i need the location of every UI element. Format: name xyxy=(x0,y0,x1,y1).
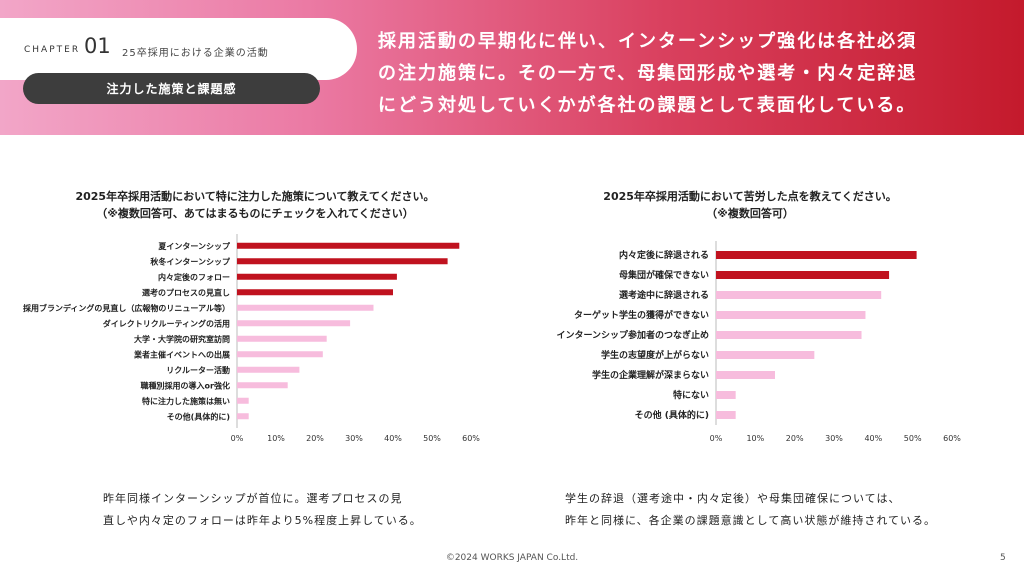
comment-line: 学生の辞退（選考途中・内々定後）や母集団確保については、 xyxy=(565,492,901,505)
bar xyxy=(237,258,448,265)
category-label: 夏インターンシップ xyxy=(157,241,231,251)
category-label: 選考のプロセスの見直し xyxy=(142,287,230,297)
chart-title-line: （※複数回答可、あてはまるものにチェックを入れてください） xyxy=(96,207,414,220)
chart-title-line: （※複数回答可） xyxy=(706,207,794,220)
left-comment: 昨年同様インターンシップが首位に。選考プロセスの見 直しや内々定のフォローは昨年… xyxy=(103,488,422,532)
chapter-label: CHAPTER xyxy=(24,45,81,55)
headline: 採用活動の早期化に伴い、インターンシップ強化は各社必須 の注力施策に。その一方で… xyxy=(378,26,998,122)
category-label: インターンシップ参加者のつなぎ止め xyxy=(556,329,709,341)
headline-line: にどう対処していくかが各社の課題として表面化している。 xyxy=(378,95,917,116)
x-tick-label: 50% xyxy=(904,434,922,443)
left-chart-title: 2025年卒採用活動において特に注力した施策について教えてください。 （※複数回… xyxy=(40,188,470,222)
bar xyxy=(716,271,890,279)
category-label: 学生の志望度が上がらない xyxy=(601,349,709,361)
bar xyxy=(237,335,327,342)
header-banner: CHAPTER 01 25卒採用における企業の活動 注力した施策と課題感 採用活… xyxy=(0,0,1024,135)
right-chart-title: 2025年卒採用活動において苦労した点を教えてください。 （※複数回答可） xyxy=(530,188,970,222)
topic-badge: 注力した施策と課題感 xyxy=(23,73,320,104)
comment-line: 昨年と同様に、各企業の課題意識として高い状態が維持されている。 xyxy=(565,514,937,527)
chart-title-line: 2025年卒採用活動において苦労した点を教えてください。 xyxy=(603,190,897,203)
category-label: 内々定後のフォロー xyxy=(158,272,230,282)
bar xyxy=(237,397,249,404)
bar xyxy=(716,391,736,399)
x-tick-label: 30% xyxy=(825,434,843,443)
headline-line: の注力施策に。その一方で、母集団形成や選考・内々定辞退 xyxy=(378,63,918,84)
bar xyxy=(716,251,917,259)
category-label: 内々定後に辞退される xyxy=(619,249,709,261)
chart-title-line: 2025年卒採用活動において特に注力した施策について教えてください。 xyxy=(75,190,435,203)
copyright: ©2024 WORKS JAPAN Co.Ltd. xyxy=(445,553,579,563)
chapter-pill xyxy=(0,18,357,80)
category-label: 選考途中に辞退される xyxy=(619,289,709,301)
bar xyxy=(716,411,736,419)
x-tick-label: 50% xyxy=(423,434,441,443)
bar xyxy=(716,331,862,339)
category-label: ダイレクトリクルーティングの活用 xyxy=(103,318,230,328)
category-label: その他 (具体的に) xyxy=(635,409,709,421)
bar xyxy=(237,273,397,280)
x-tick-label: 30% xyxy=(345,434,363,443)
bar xyxy=(237,382,288,389)
category-label: 業者主催イベントへの出展 xyxy=(133,349,230,359)
category-label: 特に注力した施策は無い xyxy=(142,396,230,406)
bar xyxy=(237,413,249,420)
x-tick-label: 0% xyxy=(710,434,723,443)
x-tick-label: 10% xyxy=(746,434,764,443)
category-label: 母集団が確保できない xyxy=(619,269,709,281)
category-label: 学生の企業理解が深まらない xyxy=(592,369,709,381)
category-label: ターゲット学生の獲得ができない xyxy=(574,309,709,321)
category-label: 採用ブランディングの見直し（広報物のリニューアル等） xyxy=(23,303,230,313)
bar xyxy=(237,289,393,296)
bar xyxy=(716,371,775,379)
x-tick-label: 60% xyxy=(462,434,480,443)
category-label: 秋冬インターンシップ xyxy=(149,256,231,266)
category-label: リクルーター活動 xyxy=(166,365,230,375)
comment-line: 直しや内々定のフォローは昨年より5%程度上昇している。 xyxy=(103,514,422,527)
x-tick-label: 40% xyxy=(864,434,882,443)
page-number: 5 xyxy=(1000,553,1006,563)
bar xyxy=(716,311,866,319)
headline-line: 採用活動の早期化に伴い、インターンシップ強化は各社必須 xyxy=(378,31,918,52)
category-label: 職種別採用の導入or強化 xyxy=(141,380,230,390)
bar xyxy=(237,366,300,373)
x-tick-label: 20% xyxy=(786,434,804,443)
bar xyxy=(237,320,351,327)
category-label: 特にない xyxy=(673,389,709,401)
chapter-title: 25卒採用における企業の活動 xyxy=(122,48,269,59)
category-label: その他(具体的に) xyxy=(167,411,230,421)
x-tick-label: 0% xyxy=(231,434,244,443)
x-tick-label: 60% xyxy=(943,434,961,443)
bar xyxy=(716,291,882,299)
bar xyxy=(716,351,815,359)
category-label: 大学・大学院の研究室訪問 xyxy=(134,334,230,344)
x-tick-label: 40% xyxy=(384,434,402,443)
bar xyxy=(237,304,374,311)
comment-line: 昨年同様インターンシップが首位に。選考プロセスの見 xyxy=(103,492,403,505)
chapter-number: 01 xyxy=(84,34,111,58)
bar xyxy=(237,351,323,358)
x-tick-label: 10% xyxy=(267,434,285,443)
x-tick-label: 20% xyxy=(306,434,324,443)
right-comment: 学生の辞退（選考途中・内々定後）や母集団確保については、 昨年と同様に、各企業の… xyxy=(565,488,936,532)
bar xyxy=(237,242,460,249)
